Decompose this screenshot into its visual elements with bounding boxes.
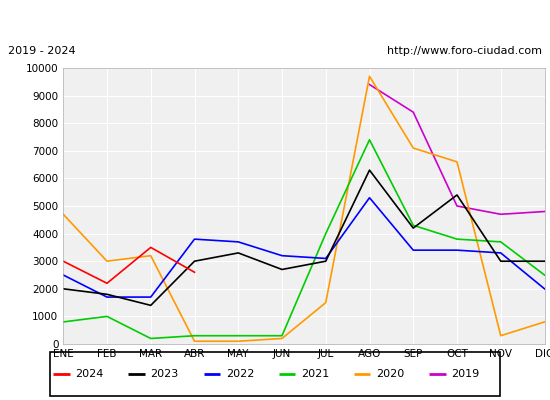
Text: 2019: 2019 [451,369,480,379]
Text: Evolucion Nº Turistas Nacionales en el municipio de La Iruela: Evolucion Nº Turistas Nacionales en el m… [72,12,478,24]
Text: http://www.foro-ciudad.com: http://www.foro-ciudad.com [387,46,542,56]
Text: 2023: 2023 [151,369,179,379]
FancyBboxPatch shape [50,352,501,396]
Text: 2021: 2021 [301,369,329,379]
Text: 2019 - 2024: 2019 - 2024 [8,46,76,56]
Text: 2024: 2024 [75,369,103,379]
Text: 2020: 2020 [376,369,404,379]
Text: 2022: 2022 [226,369,254,379]
